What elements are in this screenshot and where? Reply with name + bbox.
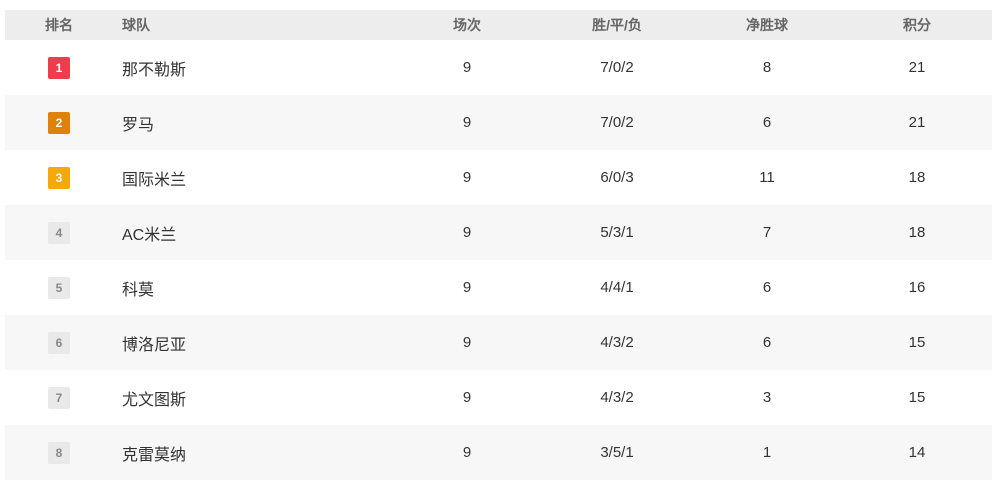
rank-badge: 1 [48,56,70,79]
team-name-cell: 克雷莫纳 [122,446,187,464]
rank-cell: 2 [5,95,113,150]
rank-badge: 6 [48,331,70,354]
team-name-cell: 尤文图斯 [122,391,187,409]
win-draw-loss-cell: 5/3/1 [600,224,634,241]
table-row: 2 罗马 9 7/0/2 6 21 [5,95,992,150]
table-row: 3 国际米兰 9 6/0/3 11 18 [5,150,992,205]
goal-diff-cell: 6 [762,279,772,296]
goal-diff-cell: 6 [762,114,772,131]
played-cell: 9 [462,224,472,241]
played-cell: 9 [462,444,472,461]
points-cell: 14 [908,444,926,461]
rank-badge: 3 [48,166,70,189]
points-cell: 21 [908,114,926,131]
table-row: 1 那不勒斯 9 7/0/2 8 21 [5,40,992,95]
goal-diff-cell: 7 [762,224,772,241]
team-name-cell: 国际米兰 [122,171,187,189]
table-row: 8 克雷莫纳 9 3/5/1 1 14 [5,425,992,480]
points-cell: 18 [908,224,926,241]
played-cell: 9 [462,114,472,131]
rank-badge: 4 [48,221,70,244]
win-draw-loss-cell: 4/3/2 [600,389,634,406]
team-name-cell: AC米兰 [122,226,177,244]
table-row: 4 AC米兰 9 5/3/1 7 18 [5,205,992,260]
goal-diff-cell: 8 [762,59,772,76]
win-draw-loss-cell: 6/0/3 [600,169,634,186]
points-cell: 18 [908,169,926,186]
team-name-cell: 罗马 [122,116,155,134]
points-cell: 15 [908,334,926,351]
played-cell: 9 [462,334,472,351]
goal-diff-cell: 6 [762,334,772,351]
win-draw-loss-cell: 4/4/1 [600,279,634,296]
rank-cell: 4 [5,205,113,260]
goal-diff-cell: 3 [762,389,772,406]
table-row: 7 尤文图斯 9 4/3/2 3 15 [5,370,992,425]
played-cell: 9 [462,389,472,406]
rank-badge: 7 [48,386,70,409]
column-header-points: 积分 [903,17,931,33]
header-row: 排名 球队 场次 胜/平/负 净胜球 积分 [5,10,992,40]
rank-badge: 8 [48,441,70,464]
rank-cell: 3 [5,150,113,205]
column-header-team: 球队 [122,17,150,33]
column-header-gd: 净胜球 [746,17,788,33]
rank-cell: 5 [5,260,113,315]
rank-badge: 5 [48,276,70,299]
rank-cell: 8 [5,425,113,480]
rank-cell: 6 [5,315,113,370]
win-draw-loss-cell: 4/3/2 [600,334,634,351]
table-row: 6 博洛尼亚 9 4/3/2 6 15 [5,315,992,370]
team-name-cell: 科莫 [122,281,155,299]
rank-badge: 2 [48,111,70,134]
points-cell: 16 [908,279,926,296]
standings-table: 排名 球队 场次 胜/平/负 净胜球 积分 1 那不勒斯 9 7/0/2 8 2… [5,10,992,480]
table-row: 5 科莫 9 4/4/1 6 16 [5,260,992,315]
goal-diff-cell: 1 [762,444,772,461]
points-cell: 21 [908,59,926,76]
column-header-played: 场次 [453,17,481,33]
team-name-cell: 那不勒斯 [122,61,187,79]
win-draw-loss-cell: 7/0/2 [600,114,634,131]
goal-diff-cell: 11 [759,169,775,186]
rank-cell: 7 [5,370,113,425]
points-cell: 15 [908,389,926,406]
win-draw-loss-cell: 7/0/2 [600,59,634,76]
column-header-wdl: 胜/平/负 [592,17,642,33]
played-cell: 9 [462,169,472,186]
win-draw-loss-cell: 3/5/1 [600,444,634,461]
column-header-rank: 排名 [45,17,73,33]
team-name-cell: 博洛尼亚 [122,336,187,354]
played-cell: 9 [462,279,472,296]
played-cell: 9 [462,59,472,76]
rank-cell: 1 [5,40,113,95]
